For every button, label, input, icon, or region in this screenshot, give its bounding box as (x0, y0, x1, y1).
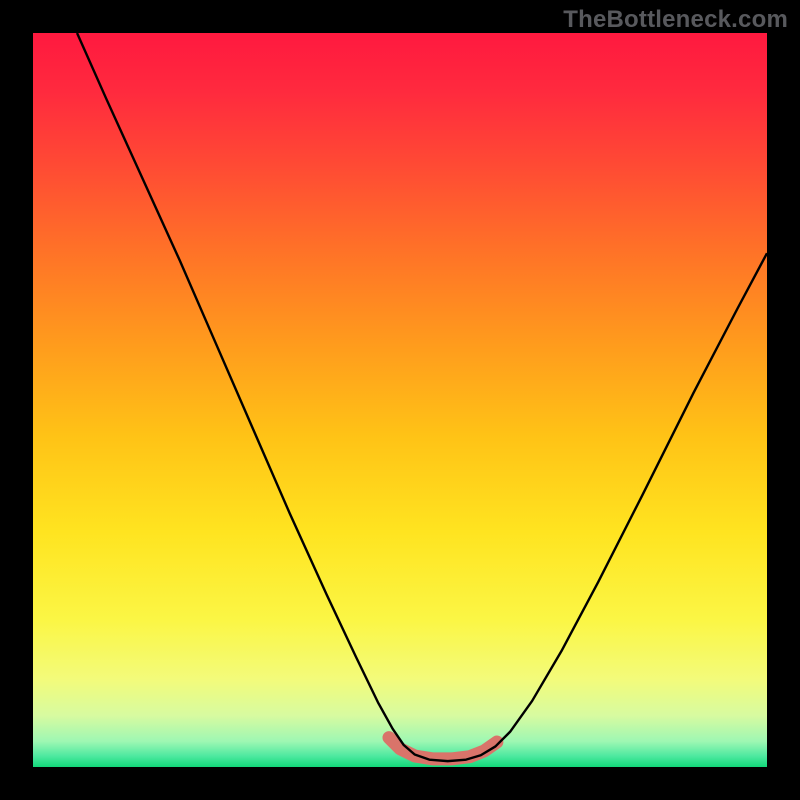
chart-overlay (33, 33, 767, 767)
plot-area (33, 33, 767, 767)
watermark-text: TheBottleneck.com (563, 6, 788, 34)
chart-frame: TheBottleneck.com (0, 0, 800, 800)
bottleneck-curve (77, 33, 767, 761)
